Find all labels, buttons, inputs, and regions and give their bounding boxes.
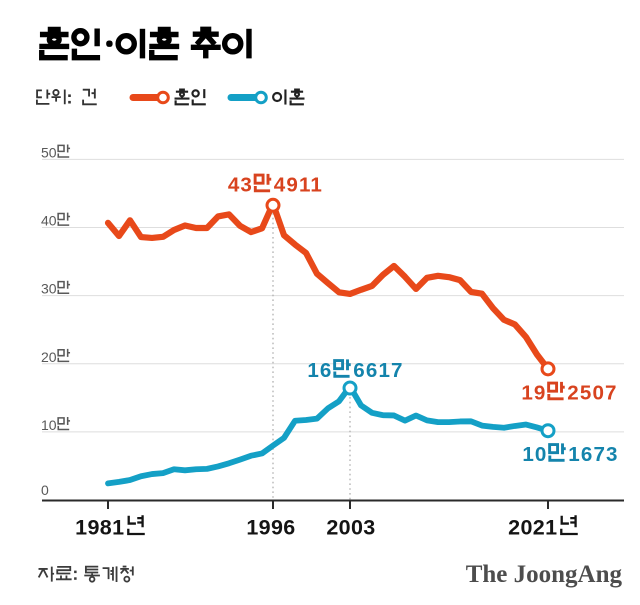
svg-text:50: 50	[41, 144, 57, 160]
svg-text:1673: 1673	[568, 443, 618, 466]
svg-text:2507: 2507	[567, 382, 617, 405]
svg-text:16: 16	[307, 359, 332, 382]
svg-text:4911: 4911	[274, 174, 323, 197]
svg-text:2003: 2003	[326, 516, 375, 540]
svg-text:10: 10	[522, 443, 547, 466]
svg-text:19: 19	[521, 382, 546, 405]
svg-text:The JoongAng: The JoongAng	[466, 561, 623, 588]
svg-text:20: 20	[41, 349, 57, 365]
svg-text:2021: 2021	[508, 516, 557, 540]
svg-text:1996: 1996	[246, 516, 295, 540]
svg-text:10: 10	[41, 417, 57, 433]
svg-text:1981: 1981	[75, 516, 124, 540]
svg-text:40: 40	[41, 213, 57, 229]
svg-text:43: 43	[228, 174, 253, 197]
svg-text:0: 0	[41, 482, 49, 498]
svg-text:30: 30	[41, 281, 57, 297]
svg-text:6617: 6617	[353, 359, 403, 382]
